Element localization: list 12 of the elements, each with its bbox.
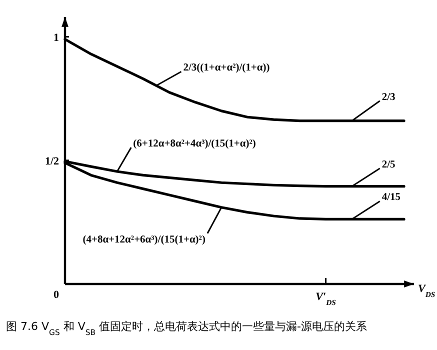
annotation: (4+8α+12α²+6α³)/(15(1+α)²) bbox=[82, 234, 206, 246]
annotation: 2/3((1+α+α²)/(1+α)) bbox=[183, 62, 270, 74]
annotation: (6+12α+8α²+4α³)/(15(1+α)²) bbox=[133, 138, 256, 150]
y-tick-label: 0 bbox=[54, 289, 60, 301]
annotation: 4/15 bbox=[382, 192, 401, 204]
caption: 图 7.6 V$_{GS}$ 和 V$_{SB}$ 值固定时，总电荷表达式中的一些量与漏-源电压的关系 bbox=[6, 320, 368, 336]
y-tick-label: 1/2 bbox=[44, 155, 60, 168]
x-tick-label: V′$_{DS}$ bbox=[316, 291, 336, 306]
annotation: 2/3 bbox=[382, 92, 396, 103]
y-tick-label: 1 bbox=[54, 32, 59, 44]
x-axis-title: V$_{DS}$ bbox=[418, 283, 436, 298]
annotation: 2/5 bbox=[382, 159, 396, 170]
